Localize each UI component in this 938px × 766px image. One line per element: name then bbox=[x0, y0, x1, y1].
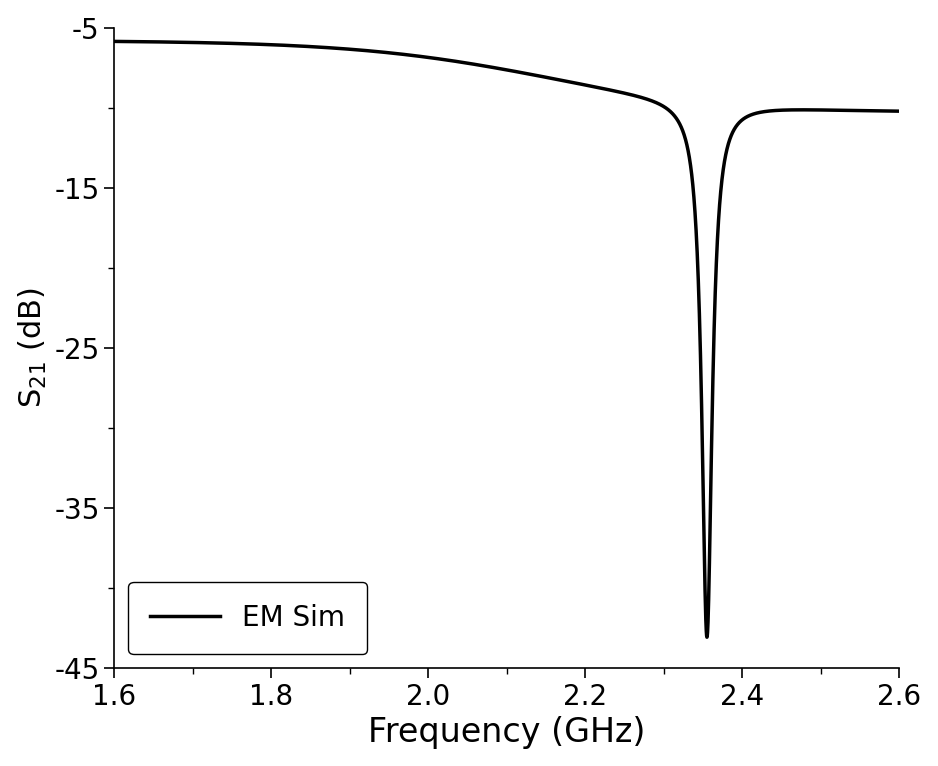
EM Sim bbox=[619, 89, 630, 98]
EM Sim bbox=[702, 633, 713, 642]
Line: EM Sim: EM Sim bbox=[114, 41, 900, 637]
Y-axis label: S$_{21}$ (dB): S$_{21}$ (dB) bbox=[17, 287, 49, 408]
EM Sim bbox=[754, 108, 765, 117]
X-axis label: Frequency (GHz): Frequency (GHz) bbox=[368, 716, 645, 749]
EM Sim bbox=[109, 37, 120, 46]
EM Sim bbox=[694, 332, 705, 341]
EM Sim bbox=[894, 106, 905, 116]
EM Sim bbox=[580, 80, 591, 90]
EM Sim bbox=[251, 40, 263, 49]
EM Sim bbox=[409, 51, 420, 61]
Legend: EM Sim: EM Sim bbox=[129, 582, 368, 654]
